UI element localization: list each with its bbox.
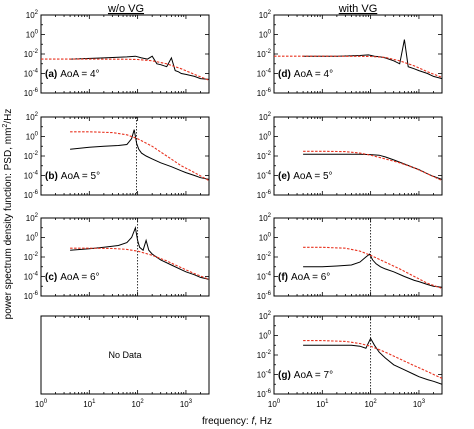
y-tick-label: 10-4	[24, 272, 39, 282]
model-spectrum-line	[70, 247, 209, 280]
y-tick-label: 10-6	[257, 88, 272, 98]
x-tick-label: 102	[365, 399, 378, 409]
y-tick-label: 10-2	[257, 49, 272, 59]
y-tick-label: 102	[259, 213, 272, 223]
x-tick-label: 100	[35, 399, 48, 409]
column-title-right: with VG	[338, 3, 378, 15]
y-axis-label-sup: 2	[2, 124, 9, 128]
x-tick-label: 103	[180, 399, 193, 409]
panel-a: 10-6 10-4 10-2 100 102 (a) AoA = 4°	[24, 10, 210, 98]
y-tick-label: 10-2	[24, 151, 39, 161]
panel-g: 10-6 10-4 10-2 100 102 100 101 102 103 (g) AoA = 7…	[257, 311, 443, 409]
panel-label: (a) AoA = 4°	[45, 69, 100, 80]
y-tick-label: 10-6	[257, 389, 272, 399]
x-axis-label: frequency: f, Hz	[202, 416, 272, 427]
y-tick-label: 100	[26, 132, 39, 142]
panel-tag: (b)	[45, 171, 58, 182]
y-tick-label: 10-4	[257, 370, 272, 380]
model-spectrum-line	[70, 131, 209, 182]
y-tick-label: 10-6	[257, 190, 272, 200]
y-tick-label: 10-4	[257, 272, 272, 282]
panel-aoa: AoA = 4°	[60, 69, 99, 80]
measured-spectrum-line	[70, 225, 209, 280]
y-tick-label: 10-2	[257, 252, 272, 262]
measured-spectrum-line	[70, 55, 209, 80]
y-tick-label: 10-2	[257, 151, 272, 161]
panel-b: 10-6 10-4 10-2 100 102 (b) AoA = 5°	[24, 112, 210, 200]
y-tick-label: 102	[259, 112, 272, 122]
y-axis-label-main: power spectrum density function: PSD, mm	[3, 128, 14, 320]
y-tick-label: 102	[26, 213, 39, 223]
x-tick-label: 100	[268, 399, 281, 409]
measured-spectrum-line	[303, 39, 442, 80]
y-tick-label: 10-6	[24, 291, 39, 301]
column-title-left: w/o VG	[107, 3, 144, 15]
panel-d: 10-6 10-4 10-2 100 102 (d) AoA = 4°	[257, 10, 443, 98]
panel-aoa: AoA = 7°	[294, 370, 333, 381]
panel-label: (b) AoA = 5°	[45, 171, 100, 182]
panel-aoa: AoA = 4°	[294, 69, 333, 80]
panel-tag: (f)	[278, 272, 288, 283]
panel-tag: (e)	[278, 171, 290, 182]
y-axis-label: power spectrum density function: PSD, mm…	[2, 109, 14, 320]
panel-label: (f) AoA = 6°	[278, 272, 330, 283]
y-axis-label-tail: /Hz	[3, 109, 14, 124]
y-tick-label: 100	[259, 132, 272, 142]
y-tick-label: 10-6	[24, 88, 39, 98]
panel-tag: (g)	[278, 370, 291, 381]
y-tick-label: 102	[259, 10, 272, 20]
panel-tag: (d)	[278, 69, 291, 80]
y-tick-label: 100	[259, 233, 272, 243]
y-tick-label: 102	[259, 311, 272, 321]
x-axis-label-prefix: frequency:	[202, 416, 251, 427]
no-data-label: No Data	[108, 350, 141, 360]
y-tick-label: 10-4	[257, 69, 272, 79]
measured-spectrum-line	[303, 337, 442, 385]
panel-tag: (c)	[45, 272, 57, 283]
y-tick-label: 102	[26, 10, 39, 20]
x-axis-label-suffix: , Hz	[254, 416, 272, 427]
panel-e: 10-6 10-4 10-2 100 102 (e) AoA = 5°	[257, 112, 443, 200]
model-spectrum-line	[303, 246, 442, 289]
y-tick-label: 10-4	[24, 69, 39, 79]
panel-label: (g) AoA = 7°	[278, 370, 333, 381]
panel-empty: No Data 100 101 102 103	[35, 315, 210, 409]
x-axis-label-var: f	[251, 416, 255, 427]
y-tick-label: 10-4	[257, 171, 272, 181]
x-tick-label: 101	[316, 399, 329, 409]
panel-aoa: AoA = 5°	[61, 171, 100, 182]
panel-label: (d) AoA = 4°	[278, 69, 333, 80]
measured-spectrum-line	[70, 129, 209, 180]
panel-label: (c) AoA = 6°	[45, 272, 100, 283]
x-tick-label: 102	[132, 399, 145, 409]
y-tick-label: 10-2	[257, 350, 272, 360]
x-tick-label: 103	[413, 399, 426, 409]
panel-label: (e) AoA = 5°	[278, 171, 333, 182]
panel-tag: (a)	[45, 69, 57, 80]
y-tick-label: 100	[26, 233, 39, 243]
panel-aoa: AoA = 5°	[293, 171, 332, 182]
panel-f: 10-6 10-4 10-2 100 102 (f) AoA = 6°	[257, 213, 443, 301]
model-spectrum-line	[303, 150, 442, 182]
panel-aoa: AoA = 6°	[60, 272, 99, 283]
y-tick-label: 100	[26, 30, 39, 40]
y-tick-label: 102	[26, 112, 39, 122]
measured-spectrum-line	[303, 253, 442, 288]
panel-aoa: AoA = 6°	[291, 272, 330, 283]
y-tick-label: 10-4	[24, 171, 39, 181]
y-tick-label: 10-2	[24, 49, 39, 59]
y-tick-label: 10-2	[24, 252, 39, 262]
empty-panel-frame	[40, 315, 210, 395]
y-tick-label: 10-6	[24, 190, 39, 200]
y-tick-label: 100	[259, 30, 272, 40]
x-tick-label: 101	[83, 399, 96, 409]
panel-c: 10-6 10-4 10-2 100 102 (c) AoA = 6°	[24, 213, 210, 301]
y-tick-label: 100	[259, 331, 272, 341]
y-tick-label: 10-6	[257, 291, 272, 301]
empty-panel-x-ticks: 100 101 102 103	[35, 316, 210, 409]
